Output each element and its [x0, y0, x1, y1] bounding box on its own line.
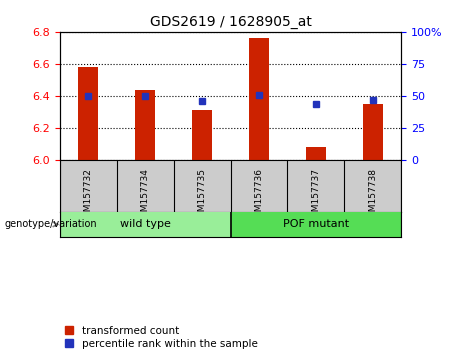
Title: GDS2619 / 1628905_at: GDS2619 / 1628905_at: [149, 16, 312, 29]
Bar: [60, 212, 230, 237]
Text: GSM157736: GSM157736: [254, 168, 263, 223]
Legend: transformed count, percentile rank within the sample: transformed count, percentile rank withi…: [65, 326, 258, 349]
Bar: [135, 90, 155, 160]
Bar: [192, 110, 212, 160]
Bar: [230, 212, 401, 237]
Bar: [306, 147, 326, 160]
Bar: [78, 67, 98, 160]
Text: GSM157734: GSM157734: [141, 168, 150, 223]
Text: GSM157735: GSM157735: [198, 168, 207, 223]
Text: genotype/variation: genotype/variation: [5, 219, 97, 229]
Text: GSM157737: GSM157737: [311, 168, 320, 223]
Text: wild type: wild type: [120, 219, 171, 229]
Text: POF mutant: POF mutant: [283, 219, 349, 229]
Bar: [363, 104, 383, 160]
Bar: [249, 38, 269, 160]
Text: GSM157732: GSM157732: [84, 168, 93, 223]
Text: GSM157738: GSM157738: [368, 168, 377, 223]
